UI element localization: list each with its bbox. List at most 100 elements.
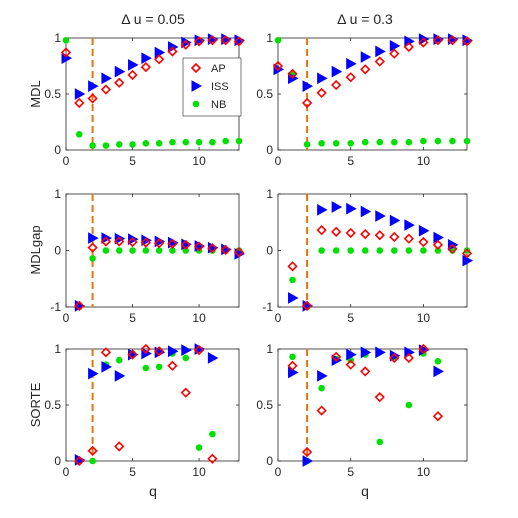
legend-iss-triangle-icon xyxy=(191,80,203,92)
point-ap xyxy=(418,236,429,248)
point-ap xyxy=(60,47,72,58)
point-nb xyxy=(289,353,296,361)
point-nb xyxy=(347,247,354,254)
point-nb xyxy=(76,131,83,138)
point-iss xyxy=(375,346,386,359)
point-iss xyxy=(181,36,192,49)
panel-2: 0 5 10 0 0.5 1 xyxy=(256,31,473,168)
point-iss xyxy=(389,39,401,52)
point-iss xyxy=(141,234,152,247)
point-iss xyxy=(433,365,444,378)
point-nb xyxy=(434,247,442,254)
x-tick-label: 10 xyxy=(417,311,431,325)
point-ap xyxy=(403,41,414,53)
point-ap xyxy=(100,347,112,358)
point-iss xyxy=(101,72,112,85)
point-iss xyxy=(389,349,401,362)
point-iss xyxy=(141,52,152,65)
point-nb xyxy=(155,139,163,147)
point-ap xyxy=(345,72,356,83)
y-tick-label: 1 xyxy=(266,31,273,45)
point-nb xyxy=(169,247,176,254)
point-nb xyxy=(318,384,325,392)
data-marks xyxy=(74,343,219,467)
y-tick-label: 0 xyxy=(54,143,61,157)
point-nb xyxy=(209,138,216,146)
point-iss xyxy=(302,80,314,93)
y-tick-label: 0.5 xyxy=(44,398,61,412)
point-ap xyxy=(374,230,385,241)
point-ap xyxy=(114,77,125,88)
xlabel-left: q xyxy=(149,483,157,499)
point-ap xyxy=(418,37,429,48)
y-tick-label: 1 xyxy=(266,342,273,356)
point-ap xyxy=(207,453,218,464)
point-nb xyxy=(89,457,96,465)
legend: AP ISS NB xyxy=(182,57,242,117)
point-nb xyxy=(195,138,203,146)
point-ap xyxy=(272,60,284,72)
point-ap xyxy=(127,349,138,360)
point-ap xyxy=(154,54,165,65)
point-ap xyxy=(447,243,458,254)
point-ap xyxy=(418,343,429,355)
column-title-right: Δ u = 0.3 xyxy=(337,11,393,27)
point-nb xyxy=(303,141,311,148)
legend-entry-ap: AP xyxy=(190,62,226,75)
x-tick-label: 10 xyxy=(192,311,206,325)
point-ap xyxy=(287,360,298,371)
row-ylabel-mdl: MDL xyxy=(28,80,43,107)
point-nb xyxy=(195,444,203,451)
legend-label-nb: NB xyxy=(211,99,226,111)
point-iss xyxy=(346,202,357,215)
point-iss xyxy=(288,292,299,304)
point-ap xyxy=(432,35,444,46)
x-tick-label: 0 xyxy=(63,465,70,479)
point-ap xyxy=(345,227,356,239)
point-ap xyxy=(180,239,191,250)
point-nb xyxy=(142,139,150,147)
point-nb xyxy=(235,137,243,145)
point-nb xyxy=(332,247,340,254)
point-iss xyxy=(88,232,99,244)
point-nb xyxy=(449,137,456,145)
x-tick-label: 10 xyxy=(417,465,431,479)
point-ap xyxy=(287,261,298,272)
point-ap xyxy=(233,247,245,258)
point-nb xyxy=(89,255,96,262)
y-tick-label: 0 xyxy=(54,244,61,258)
point-iss xyxy=(375,45,386,58)
panel-3: 0 5 10-101 xyxy=(50,187,245,325)
point-nb xyxy=(169,138,176,146)
xlabel-right: q xyxy=(361,483,369,499)
point-nb xyxy=(420,137,427,145)
point-iss xyxy=(360,205,372,218)
x-tick-label: 10 xyxy=(192,154,206,168)
x-tick-label: 0 xyxy=(63,154,70,168)
point-ap xyxy=(154,238,165,249)
y-tick-label: 1 xyxy=(54,31,61,45)
point-nb xyxy=(361,247,369,254)
x-tick-label: 0 xyxy=(63,311,70,325)
point-ap xyxy=(114,236,125,247)
point-nb xyxy=(142,364,150,372)
point-iss xyxy=(331,65,343,78)
point-iss xyxy=(346,348,357,361)
point-nb xyxy=(434,358,442,365)
point-ap xyxy=(207,35,218,46)
point-ap xyxy=(167,360,178,371)
point-nb xyxy=(405,247,413,254)
point-iss xyxy=(88,367,99,380)
point-ap xyxy=(374,392,385,403)
point-nb xyxy=(115,356,123,364)
point-iss xyxy=(317,203,328,216)
point-iss xyxy=(181,344,192,356)
point-iss xyxy=(302,455,314,467)
point-ap xyxy=(127,69,138,81)
legend-label-iss: ISS xyxy=(211,81,229,93)
point-nb xyxy=(318,247,325,254)
data-marks xyxy=(287,343,444,467)
point-ap xyxy=(100,236,112,247)
